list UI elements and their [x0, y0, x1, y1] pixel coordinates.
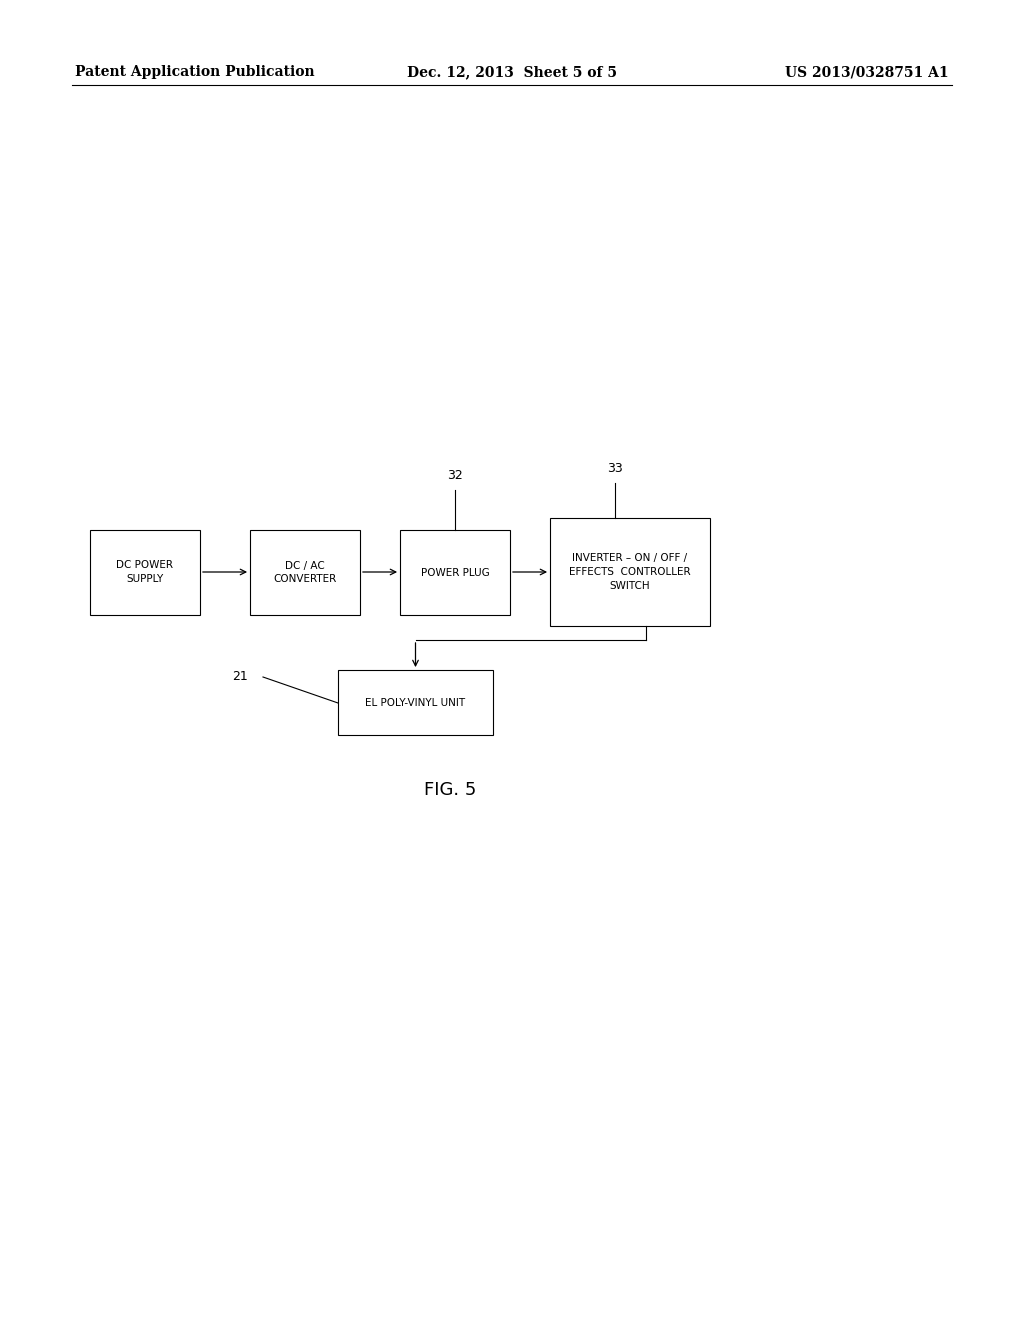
- Text: DC / AC
CONVERTER: DC / AC CONVERTER: [273, 561, 337, 585]
- Bar: [400, 531, 510, 615]
- Text: INVERTER – ON / OFF /
EFFECTS  CONTROLLER
SWITCH: INVERTER – ON / OFF / EFFECTS CONTROLLER…: [569, 553, 691, 591]
- Text: Patent Application Publication: Patent Application Publication: [75, 65, 314, 79]
- Text: 21: 21: [232, 671, 248, 684]
- Text: FIG. 5: FIG. 5: [424, 781, 476, 799]
- Bar: [250, 531, 360, 615]
- Text: EL POLY-VINYL UNIT: EL POLY-VINYL UNIT: [366, 697, 466, 708]
- Text: DC POWER
SUPPLY: DC POWER SUPPLY: [117, 561, 173, 585]
- Text: US 2013/0328751 A1: US 2013/0328751 A1: [785, 65, 949, 79]
- Bar: [550, 517, 710, 626]
- Bar: [338, 671, 493, 735]
- Text: POWER PLUG: POWER PLUG: [421, 568, 489, 578]
- Text: 33: 33: [607, 462, 623, 475]
- Text: Dec. 12, 2013  Sheet 5 of 5: Dec. 12, 2013 Sheet 5 of 5: [407, 65, 617, 79]
- Text: 32: 32: [447, 469, 463, 482]
- Bar: [90, 531, 200, 615]
